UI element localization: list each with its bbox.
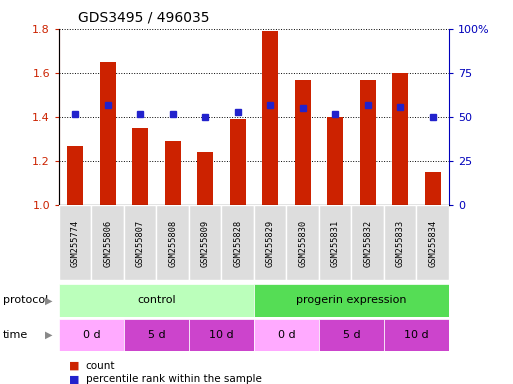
Text: ■: ■ xyxy=(69,361,80,371)
Text: GSM255833: GSM255833 xyxy=(396,219,405,266)
Text: time: time xyxy=(3,330,28,340)
Bar xyxy=(132,128,148,205)
Bar xyxy=(384,319,449,351)
Bar xyxy=(319,319,384,351)
Bar xyxy=(229,119,246,205)
Bar xyxy=(392,73,408,205)
Bar xyxy=(262,31,278,205)
Bar xyxy=(189,319,254,351)
Bar xyxy=(124,319,189,351)
Text: GSM255832: GSM255832 xyxy=(363,219,372,266)
Bar xyxy=(91,205,124,280)
Bar xyxy=(100,62,116,205)
Bar xyxy=(327,117,343,205)
Text: 5 d: 5 d xyxy=(148,330,165,340)
Bar xyxy=(254,319,319,351)
Text: GSM255808: GSM255808 xyxy=(168,219,177,266)
Bar xyxy=(59,319,124,351)
Text: GSM255834: GSM255834 xyxy=(428,219,437,266)
Text: ▶: ▶ xyxy=(45,330,52,340)
Bar xyxy=(351,205,384,280)
Text: 0 d: 0 d xyxy=(83,330,101,340)
Text: 10 d: 10 d xyxy=(209,330,234,340)
Text: GSM255831: GSM255831 xyxy=(331,219,340,266)
Text: 10 d: 10 d xyxy=(404,330,429,340)
Bar xyxy=(165,141,181,205)
Bar xyxy=(59,205,91,280)
Text: 0 d: 0 d xyxy=(278,330,295,340)
Text: 5 d: 5 d xyxy=(343,330,360,340)
Bar xyxy=(67,146,83,205)
Text: progerin expression: progerin expression xyxy=(296,295,407,306)
Text: percentile rank within the sample: percentile rank within the sample xyxy=(86,374,262,384)
Bar xyxy=(294,79,311,205)
Text: count: count xyxy=(86,361,115,371)
Text: ▶: ▶ xyxy=(45,295,52,306)
Text: GDS3495 / 496035: GDS3495 / 496035 xyxy=(78,11,210,25)
Text: control: control xyxy=(137,295,176,306)
Text: GSM255830: GSM255830 xyxy=(298,219,307,266)
Bar xyxy=(124,205,156,280)
Bar xyxy=(189,205,222,280)
Bar xyxy=(59,284,254,317)
Bar xyxy=(286,205,319,280)
Bar xyxy=(417,205,449,280)
Bar xyxy=(360,79,376,205)
Text: GSM255807: GSM255807 xyxy=(136,219,145,266)
Bar xyxy=(254,205,286,280)
Text: GSM255828: GSM255828 xyxy=(233,219,242,266)
Text: GSM255829: GSM255829 xyxy=(266,219,274,266)
Bar xyxy=(424,172,441,205)
Bar xyxy=(222,205,254,280)
Text: ■: ■ xyxy=(69,374,80,384)
Text: GSM255809: GSM255809 xyxy=(201,219,210,266)
Text: GSM255806: GSM255806 xyxy=(103,219,112,266)
Bar xyxy=(384,205,417,280)
Bar xyxy=(319,205,351,280)
Bar xyxy=(156,205,189,280)
Bar xyxy=(197,152,213,205)
Text: GSM255774: GSM255774 xyxy=(71,219,80,266)
Bar xyxy=(254,284,449,317)
Text: protocol: protocol xyxy=(3,295,48,306)
